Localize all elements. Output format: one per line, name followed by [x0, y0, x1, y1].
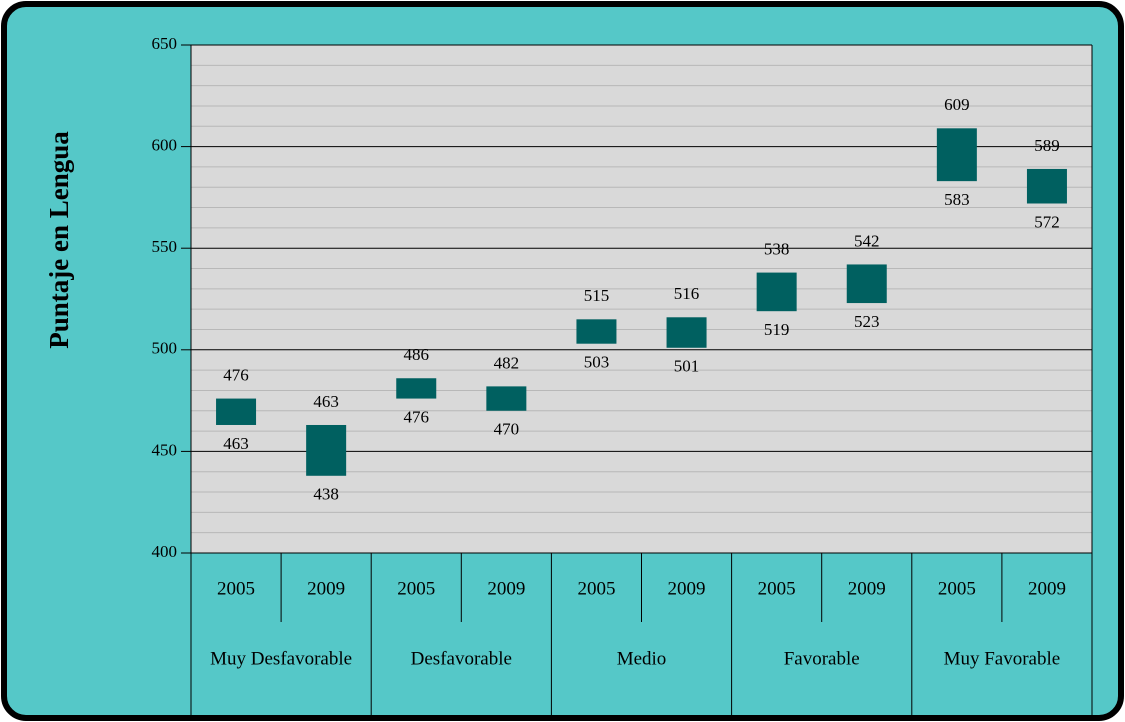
value-label: 501	[674, 357, 700, 376]
value-label: 438	[313, 485, 339, 504]
value-label: 476	[404, 407, 430, 426]
bar	[396, 378, 437, 399]
value-label: 470	[494, 420, 520, 439]
value-label: 463	[223, 434, 249, 453]
y-tick-label: 550	[152, 237, 178, 256]
bar	[756, 272, 797, 312]
group-label: Muy Favorable	[944, 648, 1061, 669]
y-tick-label: 600	[152, 136, 178, 155]
value-label: 486	[404, 345, 430, 364]
y-tick-label: 650	[152, 34, 178, 53]
group-label: Favorable	[784, 648, 860, 669]
y-tick-label: 400	[152, 542, 178, 561]
y-tick-label: 500	[152, 339, 178, 358]
value-label: 503	[584, 353, 610, 372]
bar	[936, 128, 977, 182]
plot-area	[191, 45, 1092, 553]
value-label: 516	[674, 284, 700, 303]
bar	[666, 317, 707, 348]
x-tick-label: 2009	[487, 578, 525, 599]
bar	[486, 386, 527, 411]
x-tick-label: 2009	[1028, 578, 1066, 599]
group-label: Muy Desfavorable	[210, 648, 352, 669]
bar	[306, 424, 347, 476]
value-label: 583	[944, 190, 970, 209]
x-tick-label: 2005	[397, 578, 435, 599]
value-label: 609	[944, 95, 970, 114]
value-label: 476	[223, 365, 249, 384]
value-label: 572	[1034, 212, 1060, 231]
value-label: 589	[1034, 136, 1060, 155]
value-label: 523	[854, 312, 880, 331]
bar	[216, 398, 257, 425]
value-label: 519	[764, 320, 790, 339]
x-tick-label: 2005	[938, 578, 976, 599]
value-label: 538	[764, 239, 790, 258]
group-label: Medio	[617, 648, 667, 669]
y-axis-label: Puntaje en Lengua	[44, 131, 74, 349]
value-label: 515	[584, 286, 610, 305]
x-tick-label: 2009	[668, 578, 706, 599]
value-label: 542	[854, 231, 880, 250]
bar	[846, 264, 887, 304]
value-label: 463	[313, 392, 339, 411]
x-tick-label: 2005	[758, 578, 796, 599]
value-label: 482	[494, 353, 520, 372]
group-label: Desfavorable	[411, 648, 512, 669]
x-tick-label: 2005	[217, 578, 255, 599]
x-tick-label: 2009	[848, 578, 886, 599]
x-tick-label: 2005	[577, 578, 615, 599]
y-tick-label: 450	[152, 440, 178, 459]
bar	[576, 319, 617, 344]
bar	[1026, 168, 1067, 204]
x-tick-label: 2009	[307, 578, 345, 599]
